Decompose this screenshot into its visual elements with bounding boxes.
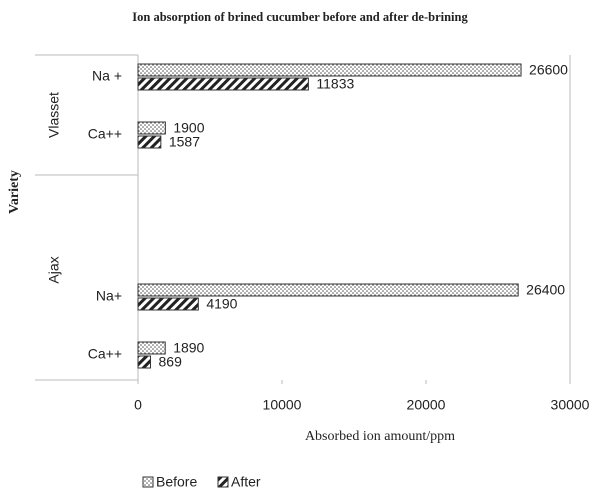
bar (137, 283, 519, 297)
data-label: 1900 (173, 120, 204, 136)
bar (137, 341, 166, 355)
x-tick-label: 0 (134, 397, 142, 413)
x-tick-label: 20000 (407, 397, 446, 413)
bar (137, 135, 162, 149)
data-label: 1890 (173, 340, 204, 356)
x-axis-label: Absorbed ion amount/ppm (305, 429, 455, 444)
y-tick-label: Na+ (96, 288, 122, 304)
bar (137, 297, 199, 311)
bar (137, 121, 166, 135)
legend-swatch (217, 476, 229, 488)
data-label: 11833 (316, 76, 354, 92)
x-tick-label: 30000 (551, 397, 590, 413)
data-label: 26400 (526, 282, 565, 298)
legend-label: After (231, 474, 261, 490)
y-tick-label: Ca++ (88, 346, 122, 362)
data-label: 26600 (529, 62, 568, 78)
data-label: 1587 (169, 134, 200, 150)
chart-title: Ion absorption of brined cucumber before… (132, 10, 468, 24)
y-tick-label: Na + (92, 68, 122, 84)
bar (137, 355, 152, 369)
legend-label: Before (156, 474, 197, 490)
bar (137, 63, 522, 77)
y-axis-label: Variety (7, 170, 22, 214)
x-tick-label: 10000 (263, 397, 302, 413)
legend-swatch (142, 476, 154, 488)
bar (137, 77, 309, 91)
group-label: Vlasset (46, 92, 62, 138)
group-label: Ajax (46, 256, 62, 283)
y-tick-label: Ca++ (88, 126, 122, 142)
data-label: 869 (159, 354, 183, 370)
data-label: 4190 (206, 296, 237, 312)
